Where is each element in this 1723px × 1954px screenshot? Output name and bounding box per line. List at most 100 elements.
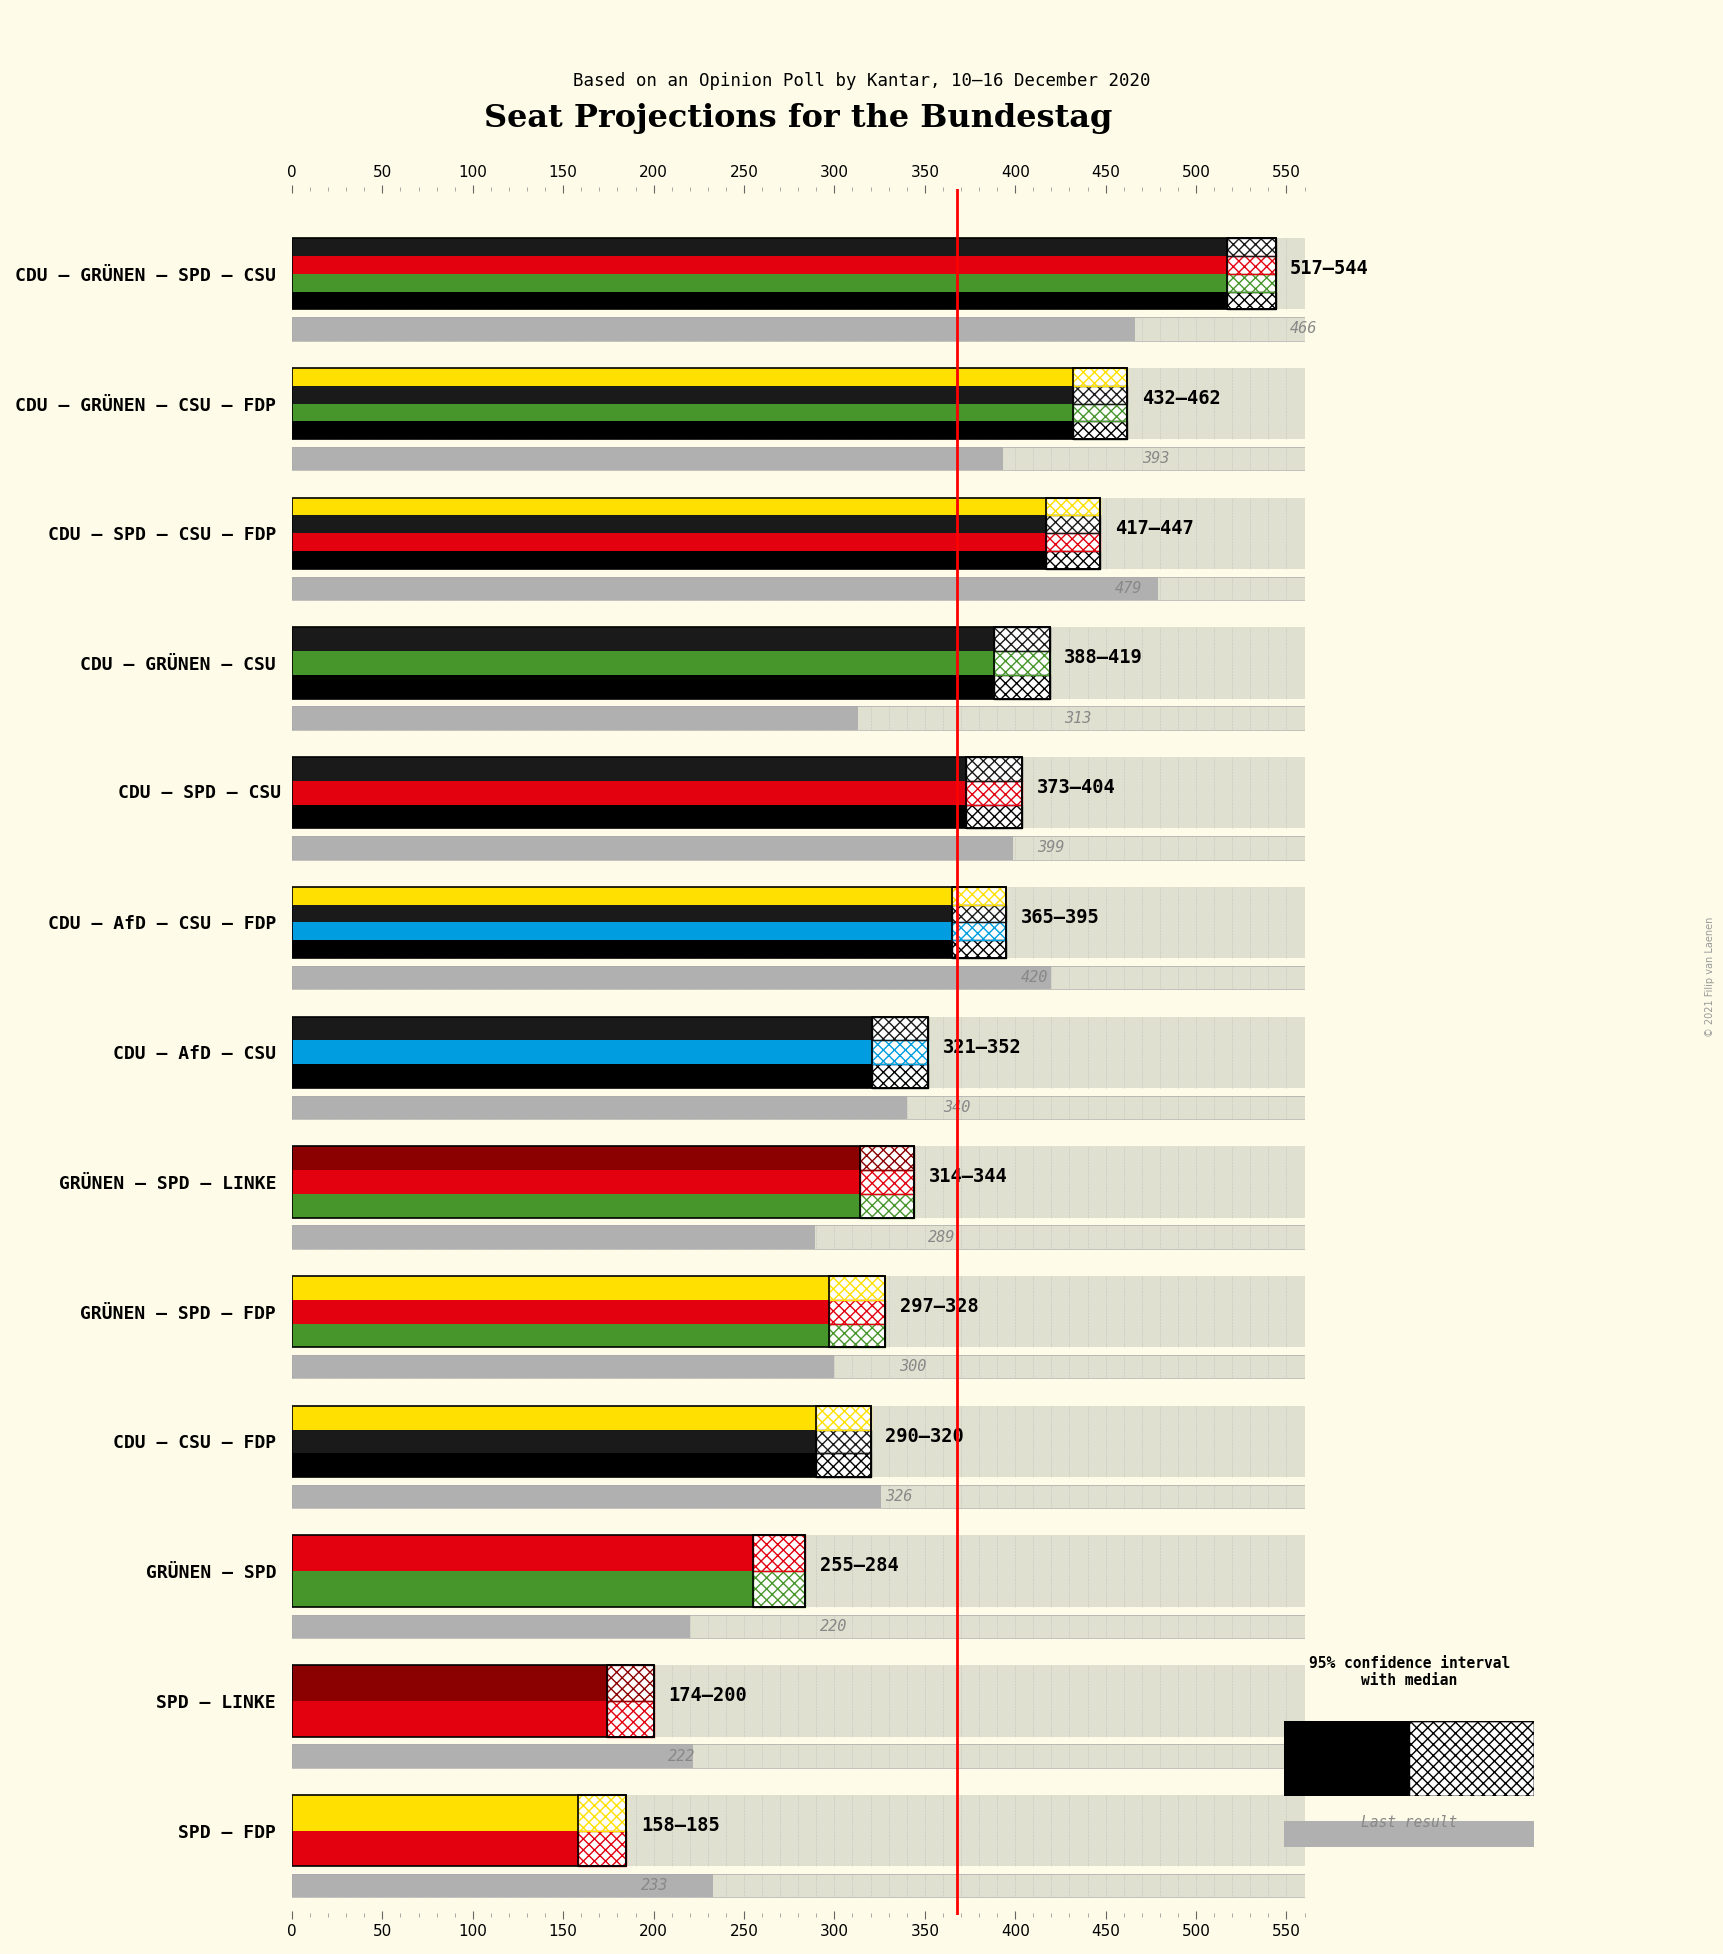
Text: © 2021 Filip van Laenen: © 2021 Filip van Laenen xyxy=(1704,916,1714,1038)
Bar xyxy=(291,317,1134,340)
Bar xyxy=(951,887,1006,957)
Bar xyxy=(291,317,1304,340)
Text: 290–320: 290–320 xyxy=(884,1426,963,1446)
Bar xyxy=(829,1276,884,1299)
Text: 399: 399 xyxy=(1036,840,1063,856)
Text: 313: 313 xyxy=(1063,711,1091,725)
Bar xyxy=(753,1571,805,1606)
Bar xyxy=(291,317,1304,340)
Bar xyxy=(291,965,1304,989)
Bar xyxy=(992,627,1049,700)
Bar xyxy=(291,1665,1304,1737)
Bar xyxy=(291,498,1099,569)
Text: 289: 289 xyxy=(929,1229,955,1245)
Bar xyxy=(992,651,1049,674)
Bar xyxy=(291,274,1275,291)
Bar xyxy=(291,1225,813,1249)
Bar xyxy=(291,1874,1304,1897)
Bar xyxy=(291,707,1304,729)
Bar xyxy=(1227,256,1275,274)
Text: 314–344: 314–344 xyxy=(929,1167,1006,1186)
Bar xyxy=(291,238,1304,309)
Bar xyxy=(291,1614,1304,1637)
Bar xyxy=(291,1405,870,1430)
Bar xyxy=(291,1356,1304,1378)
Bar xyxy=(967,782,1022,805)
Bar xyxy=(967,805,1022,828)
Bar xyxy=(291,1225,1304,1249)
Text: 297–328: 297–328 xyxy=(899,1297,977,1315)
Bar xyxy=(291,1700,653,1737)
Bar xyxy=(817,1430,870,1454)
Bar xyxy=(992,627,1049,651)
Bar xyxy=(291,1299,884,1323)
Bar xyxy=(291,367,1127,385)
Bar xyxy=(291,1536,1304,1606)
Bar xyxy=(291,1016,1304,1088)
Bar xyxy=(291,447,1304,471)
Bar xyxy=(291,887,1006,905)
Title: Seat Projections for the Bundestag: Seat Projections for the Bundestag xyxy=(484,104,1111,135)
Bar xyxy=(291,1485,1304,1508)
Bar xyxy=(291,1276,1304,1348)
Bar xyxy=(753,1536,805,1606)
Bar xyxy=(291,1796,625,1866)
Bar xyxy=(291,905,1006,922)
Bar xyxy=(291,1405,1304,1477)
Bar xyxy=(291,1485,880,1508)
Bar xyxy=(577,1796,625,1831)
Bar xyxy=(291,887,1006,957)
Bar xyxy=(1046,516,1099,533)
Text: 255–284: 255–284 xyxy=(820,1557,898,1575)
Bar xyxy=(291,576,1158,600)
Text: 174–200: 174–200 xyxy=(669,1686,746,1706)
Bar xyxy=(291,674,1049,700)
Bar xyxy=(291,887,1304,957)
Bar xyxy=(291,1356,834,1378)
Bar xyxy=(967,756,1022,828)
Bar xyxy=(1227,291,1275,309)
Bar xyxy=(291,836,1013,860)
Bar xyxy=(291,1745,1304,1768)
Bar xyxy=(1284,1721,1409,1796)
Bar xyxy=(829,1276,884,1348)
Bar xyxy=(291,367,1304,440)
Bar xyxy=(1227,238,1275,309)
Bar xyxy=(1072,367,1127,440)
Bar xyxy=(291,498,1304,569)
Bar xyxy=(291,1096,906,1120)
Text: 373–404: 373–404 xyxy=(1036,778,1115,797)
Bar xyxy=(291,1454,870,1477)
Bar xyxy=(291,627,1049,651)
Bar xyxy=(1072,404,1127,422)
Bar xyxy=(291,1276,884,1348)
Bar xyxy=(291,836,1304,860)
Bar xyxy=(1072,367,1127,440)
Bar xyxy=(291,1065,929,1088)
Bar xyxy=(291,367,1127,440)
Bar xyxy=(872,1065,929,1088)
Text: 158–185: 158–185 xyxy=(641,1815,718,1835)
Bar xyxy=(291,707,1304,729)
Text: 365–395: 365–395 xyxy=(1020,909,1099,926)
Bar xyxy=(291,1485,1304,1508)
Bar xyxy=(753,1536,805,1606)
Bar xyxy=(872,1016,929,1088)
Bar xyxy=(291,756,1022,782)
Bar xyxy=(291,291,1275,309)
Bar xyxy=(817,1405,870,1477)
Bar xyxy=(577,1831,625,1866)
Bar xyxy=(860,1147,913,1217)
Bar xyxy=(291,1874,713,1897)
Bar xyxy=(606,1665,653,1700)
Bar xyxy=(606,1665,653,1737)
Bar xyxy=(291,1096,1304,1120)
Bar xyxy=(291,1831,625,1866)
Text: 300: 300 xyxy=(899,1360,927,1374)
Bar xyxy=(291,627,1304,700)
Bar xyxy=(291,1170,913,1194)
Bar xyxy=(291,516,1099,533)
Bar xyxy=(606,1700,653,1737)
Bar xyxy=(291,836,1304,860)
Bar xyxy=(291,1874,1304,1897)
